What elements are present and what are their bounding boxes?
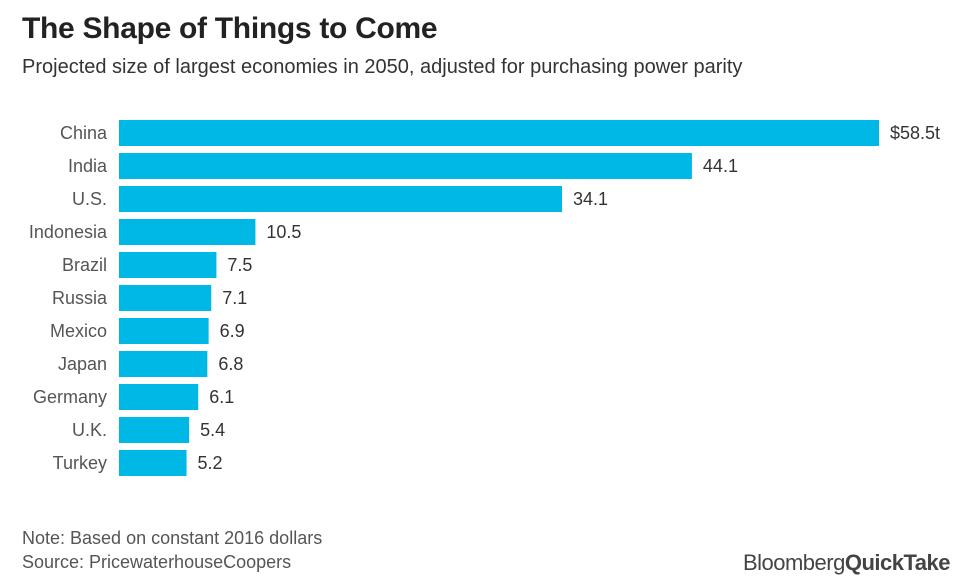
value-label-u-s: 34.1 bbox=[573, 189, 608, 209]
chart-source: Source: PricewaterhouseCoopers bbox=[22, 552, 292, 572]
category-label-russia: Russia bbox=[52, 288, 108, 308]
category-label-indonesia: Indonesia bbox=[29, 222, 108, 242]
value-label-brazil: 7.5 bbox=[227, 255, 252, 275]
chart-note: Note: Based on constant 2016 dollars bbox=[22, 528, 323, 548]
bar-mexico bbox=[119, 318, 209, 344]
bar-japan bbox=[119, 351, 208, 377]
brand-logo: BloombergQuickTake bbox=[742, 550, 951, 576]
chart-title: The Shape of Things to Come bbox=[22, 12, 438, 45]
bar-chart: China $58.5t India 44.1 U.S. 34.1 Indonesia 10.… bbox=[29, 120, 940, 476]
category-label-india: India bbox=[68, 156, 108, 176]
value-label-china: $58.5t bbox=[890, 123, 940, 143]
value-label-indonesia: 10.5 bbox=[266, 222, 301, 242]
bar-turkey bbox=[119, 450, 187, 476]
value-label-russia: 7.1 bbox=[222, 288, 247, 308]
bar-russia bbox=[119, 285, 212, 311]
value-label-mexico: 6.9 bbox=[220, 321, 245, 341]
value-label-japan: 6.8 bbox=[218, 354, 243, 374]
category-label-u-s: U.S. bbox=[72, 189, 107, 209]
chart-subtitle: Projected size of largest economies in 2… bbox=[22, 56, 743, 78]
value-label-turkey: 5.2 bbox=[198, 453, 223, 473]
value-label-u-k: 5.4 bbox=[200, 420, 225, 440]
category-label-germany: Germany bbox=[33, 387, 107, 407]
bar-india bbox=[119, 153, 692, 179]
category-label-u-k: U.K. bbox=[72, 420, 107, 440]
value-label-germany: 6.1 bbox=[209, 387, 234, 407]
category-label-brazil: Brazil bbox=[62, 255, 107, 275]
bar-u-k bbox=[119, 417, 190, 443]
bar-germany bbox=[119, 384, 199, 410]
bar-indonesia bbox=[119, 219, 256, 245]
category-label-japan: Japan bbox=[58, 354, 107, 374]
bar-china bbox=[119, 120, 879, 146]
bar-brazil bbox=[119, 252, 217, 278]
brand-logo-part2: QuickTake bbox=[844, 550, 951, 575]
value-label-india: 44.1 bbox=[703, 156, 738, 176]
category-label-turkey: Turkey bbox=[53, 453, 107, 473]
brand-logo-part1: Bloomberg bbox=[742, 550, 845, 575]
category-label-china: China bbox=[60, 123, 108, 143]
bar-u-s bbox=[119, 186, 563, 212]
category-label-mexico: Mexico bbox=[50, 321, 107, 341]
